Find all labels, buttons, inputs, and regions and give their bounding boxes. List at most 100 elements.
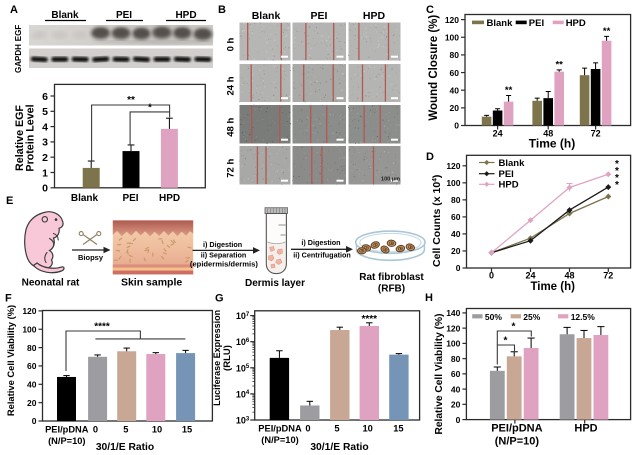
svg-text:Protein Level: Protein Level <box>25 104 37 171</box>
svg-text:30/1/E Ratio: 30/1/E Ratio <box>96 442 154 453</box>
svg-text:5: 5 <box>42 106 48 118</box>
svg-text:103: 103 <box>236 416 250 426</box>
svg-text:6: 6 <box>42 91 48 103</box>
svg-text:5: 5 <box>334 424 339 434</box>
svg-text:20: 20 <box>450 103 460 113</box>
svg-text:(N/P=10): (N/P=10) <box>495 436 540 448</box>
svg-text:100: 100 <box>445 32 459 42</box>
svg-text:20: 20 <box>451 400 461 410</box>
svg-text:C: C <box>426 4 434 16</box>
svg-text:*: * <box>615 180 619 191</box>
svg-text:Blank: Blank <box>252 10 281 22</box>
svg-text:0: 0 <box>456 415 461 425</box>
svg-text:24 h: 24 h <box>226 76 237 95</box>
svg-text:HPD: HPD <box>363 10 386 22</box>
svg-text:0: 0 <box>454 121 459 131</box>
svg-text:Relative Cell Viability (%): Relative Cell Viability (%) <box>434 314 445 435</box>
svg-text:PEI: PEI <box>116 10 132 21</box>
svg-text:120: 120 <box>445 15 459 25</box>
svg-text:HPD: HPD <box>175 10 196 21</box>
svg-text:Biopsy: Biopsy <box>78 253 104 262</box>
svg-text:120: 120 <box>446 323 460 333</box>
svg-text:72: 72 <box>603 271 613 281</box>
svg-text:40: 40 <box>450 85 460 95</box>
svg-text:D: D <box>426 151 434 163</box>
svg-text:PEI: PEI <box>529 18 544 29</box>
svg-text:120: 120 <box>446 161 460 171</box>
svg-text:Wound Closure (%): Wound Closure (%) <box>428 15 440 121</box>
svg-text:24: 24 <box>525 271 535 281</box>
svg-text:100: 100 <box>22 324 36 334</box>
svg-text:Blank: Blank <box>71 193 99 204</box>
svg-text:HPD: HPD <box>566 18 586 29</box>
svg-text:PEI/pDNA: PEI/pDNA <box>491 423 542 435</box>
svg-text:Relative EGF: Relative EGF <box>14 105 26 171</box>
svg-text:100 μm: 100 μm <box>381 176 400 182</box>
svg-text:100: 100 <box>446 339 460 349</box>
svg-text:*: * <box>504 336 508 347</box>
svg-text:1: 1 <box>42 167 48 179</box>
svg-text:0: 0 <box>93 425 98 435</box>
svg-text:2: 2 <box>42 152 48 164</box>
svg-text:Blank: Blank <box>487 18 514 29</box>
svg-text:80: 80 <box>451 354 461 364</box>
svg-text:60: 60 <box>451 212 461 222</box>
svg-text:10: 10 <box>152 425 162 435</box>
svg-text:*: * <box>615 173 619 184</box>
svg-text:0: 0 <box>305 424 310 434</box>
svg-text:PEI: PEI <box>311 10 328 22</box>
svg-text:Cell Counts (x 104): Cell Counts (x 104) <box>431 175 443 267</box>
svg-text:PEI: PEI <box>122 193 138 204</box>
svg-text:****: **** <box>94 322 110 333</box>
svg-text:Luciferase Expression: Luciferase Expression <box>212 310 222 406</box>
svg-text:72 h: 72 h <box>226 159 237 178</box>
svg-text:60: 60 <box>27 361 37 371</box>
svg-text:PEI/pDNA: PEI/pDNA <box>45 425 89 435</box>
svg-text:0: 0 <box>456 263 461 273</box>
svg-text:3: 3 <box>42 137 48 149</box>
svg-text:120: 120 <box>22 306 36 316</box>
svg-text:40: 40 <box>451 229 461 239</box>
svg-text:**: ** <box>127 95 135 106</box>
svg-text:HPD: HPD <box>574 423 597 435</box>
svg-text:Skin sample: Skin sample <box>121 277 182 289</box>
svg-text:15: 15 <box>393 424 403 434</box>
svg-text:24: 24 <box>493 129 503 139</box>
svg-text:0: 0 <box>32 416 37 426</box>
svg-text:12.5%: 12.5% <box>571 312 596 322</box>
svg-text:72: 72 <box>591 129 601 139</box>
svg-text:Time (h): Time (h) <box>529 137 575 151</box>
svg-text:Rat fibroblast: Rat fibroblast <box>359 272 424 283</box>
svg-text:GAPDH: GAPDH <box>14 44 23 73</box>
svg-text:PEI/pDNA: PEI/pDNA <box>258 424 302 434</box>
svg-text:106: 106 <box>236 337 250 347</box>
svg-text:Blank: Blank <box>499 158 526 169</box>
svg-text:80: 80 <box>27 343 37 353</box>
svg-text:48: 48 <box>543 129 553 139</box>
svg-text:0: 0 <box>489 271 494 281</box>
svg-text:107: 107 <box>236 311 250 321</box>
svg-text:4: 4 <box>42 121 48 133</box>
svg-text:EGF: EGF <box>14 25 23 42</box>
svg-text:PEI: PEI <box>499 169 514 180</box>
svg-text:ii) Separation: ii) Separation <box>201 251 247 260</box>
svg-text:60: 60 <box>451 369 461 379</box>
svg-text:(epidermis/dermis): (epidermis/dermis) <box>190 260 258 269</box>
svg-text:Blank: Blank <box>51 10 79 21</box>
svg-text:****: **** <box>362 314 378 325</box>
svg-text:5: 5 <box>123 425 128 435</box>
svg-text:(RLU): (RLU) <box>222 345 233 371</box>
svg-text:48 h: 48 h <box>226 118 237 137</box>
svg-text:80: 80 <box>450 50 460 60</box>
svg-text:80: 80 <box>451 195 461 205</box>
svg-text:20: 20 <box>27 398 37 408</box>
svg-text:B: B <box>218 4 226 16</box>
svg-text:G: G <box>215 293 224 305</box>
svg-text:0: 0 <box>42 183 48 195</box>
svg-text:Time (h): Time (h) <box>530 281 575 293</box>
svg-text:*: * <box>512 322 516 333</box>
svg-text:A: A <box>10 4 18 16</box>
svg-text:(N/P=10): (N/P=10) <box>48 436 85 446</box>
svg-text:60: 60 <box>450 68 460 78</box>
svg-text:**: ** <box>505 85 513 96</box>
